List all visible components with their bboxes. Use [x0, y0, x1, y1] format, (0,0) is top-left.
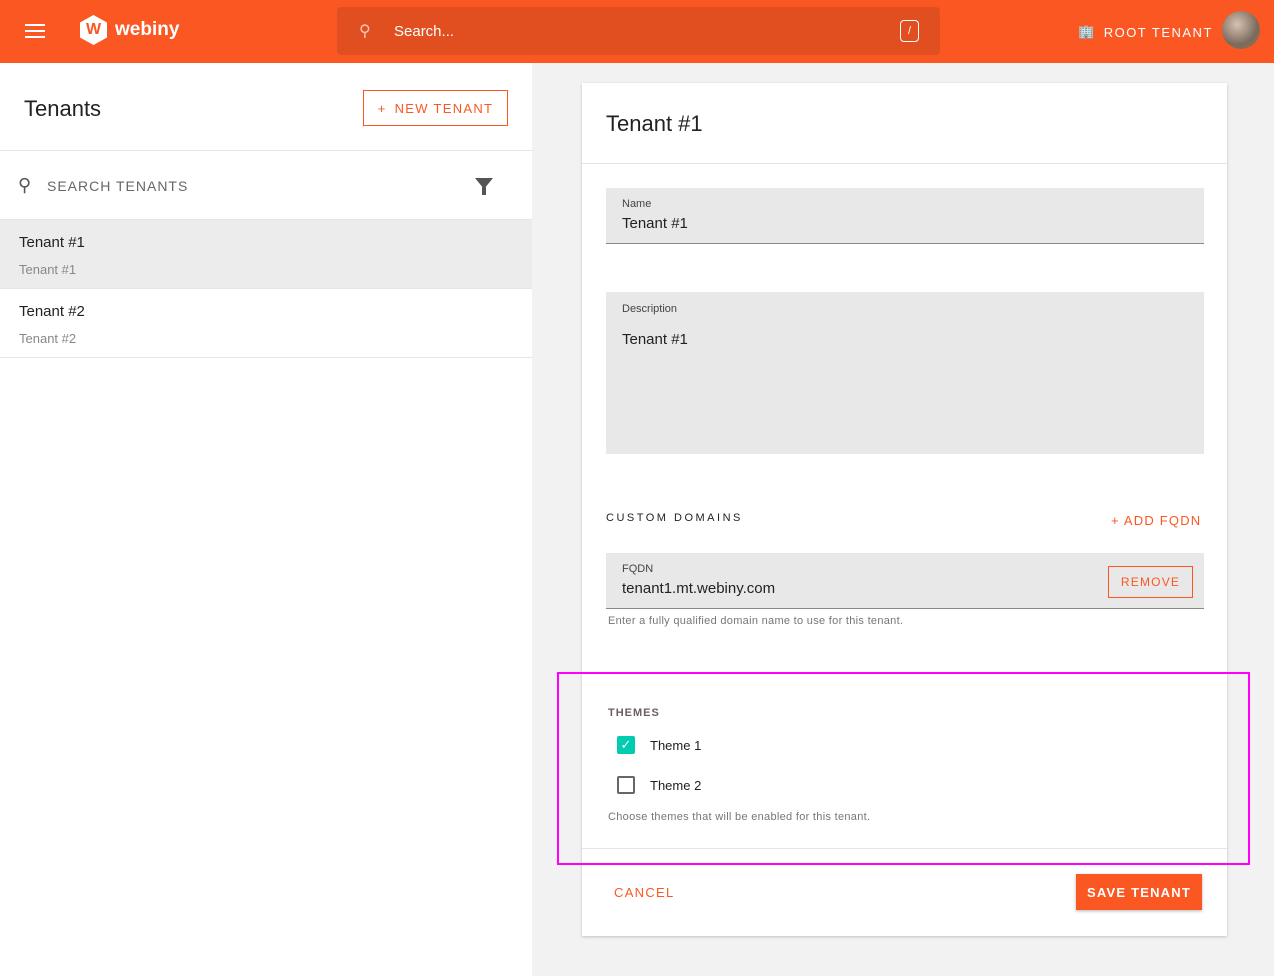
building-icon: 🏢 [1078, 24, 1096, 39]
form-title: Tenant #1 [606, 111, 703, 136]
search-icon: ⚲ [18, 175, 32, 195]
item-title: Tenant #2 [19, 303, 85, 320]
theme-1-checkbox[interactable]: ✓ [617, 736, 635, 754]
item-subtitle: Tenant #1 [19, 262, 77, 277]
tenant-list-panel: Tenants + NEW TENANT ⚲ SEARCH TENANTS Ten… [0, 63, 532, 976]
custom-domains-label: CUSTOM DOMAINS [606, 512, 743, 524]
search-tenants-bar: ⚲ SEARCH TENANTS [0, 150, 532, 220]
description-label: Description [622, 303, 678, 315]
name-field[interactable]: Name Tenant #1 [606, 188, 1204, 244]
fqdn-value: tenant1.mt.webiny.com [622, 580, 776, 597]
tenant-label: ROOT TENANT [1103, 24, 1213, 40]
description-value: Tenant #1 [622, 331, 688, 348]
fqdn-field[interactable]: FQDN tenant1.mt.webiny.com REMOVE [606, 553, 1204, 609]
list-item[interactable]: Tenant #1 Tenant #1 [0, 220, 532, 289]
item-subtitle: Tenant #2 [19, 331, 77, 346]
logo-icon: W [80, 15, 107, 45]
filter-icon[interactable] [475, 178, 493, 195]
page-title: Tenants [24, 96, 102, 121]
name-label: Name [622, 198, 652, 210]
divider [582, 848, 1227, 849]
search-shortcut: / [900, 20, 919, 42]
name-value: Tenant #1 [622, 215, 688, 232]
new-tenant-label: NEW TENANT [394, 100, 494, 116]
theme-2-checkbox[interactable] [617, 776, 635, 794]
logo-text: webiny [115, 19, 180, 40]
search-placeholder: Search... [394, 23, 455, 40]
save-tenant-button[interactable]: SAVE TENANT [1076, 874, 1202, 910]
remove-button[interactable]: REMOVE [1108, 566, 1193, 598]
description-field[interactable]: Description Tenant #1 [606, 292, 1204, 454]
item-title: Tenant #1 [19, 234, 85, 251]
global-search-input[interactable]: ⚲ Search... / [337, 7, 940, 55]
avatar[interactable] [1222, 11, 1260, 49]
divider [582, 163, 1227, 164]
tenant-selector[interactable]: 🏢 ROOT TENANT [1078, 24, 1213, 40]
menu-icon[interactable] [25, 24, 45, 38]
cancel-button[interactable]: CANCEL [614, 885, 675, 900]
theme-1-label[interactable]: Theme 1 [650, 738, 702, 753]
fqdn-label: FQDN [622, 563, 654, 575]
search-tenants-input[interactable]: SEARCH TENANTS [47, 178, 189, 194]
tenant-form: Tenant #1 Name Tenant #1 Description Ten… [582, 83, 1227, 936]
add-fqdn-button[interactable]: + ADD FQDN [1111, 513, 1202, 528]
themes-label: THEMES [608, 707, 660, 719]
plus-icon: + [377, 100, 387, 116]
search-icon: ⚲ [359, 23, 371, 40]
new-tenant-button[interactable]: + NEW TENANT [363, 90, 508, 126]
fqdn-help: Enter a fully qualified domain name to u… [608, 615, 904, 627]
themes-help: Choose themes that will be enabled for t… [608, 811, 871, 823]
list-item[interactable]: Tenant #2 Tenant #2 [0, 289, 532, 358]
theme-2-label[interactable]: Theme 2 [650, 778, 702, 793]
